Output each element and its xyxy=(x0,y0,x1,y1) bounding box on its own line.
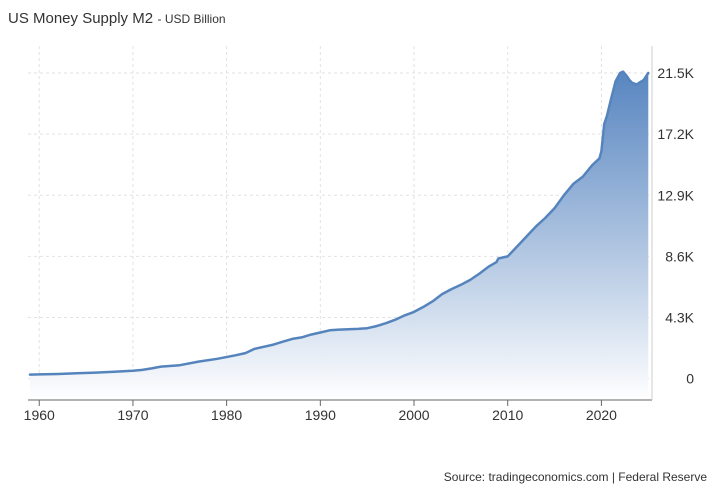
x-tick-label: 1970 xyxy=(117,407,148,423)
y-tick-label: 8.6K xyxy=(665,248,694,264)
axes xyxy=(28,46,653,406)
chart-title: US Money Supply M2 - USD Billion xyxy=(8,10,226,28)
series-line-group xyxy=(28,70,650,376)
series-area-fill xyxy=(29,71,649,400)
y-tick-label: 0 xyxy=(686,371,694,387)
x-tick-label: 1990 xyxy=(305,407,336,423)
y-tick-label: 17.2K xyxy=(657,126,694,142)
series-line xyxy=(28,70,650,376)
x-tick-label: 2010 xyxy=(492,407,523,423)
x-tick-label: 1960 xyxy=(24,407,55,423)
tick-labels: 0 4.3K 8.6K 12.9K 17.2K 21.5K 1960 1970 1980 1990… xyxy=(24,65,695,423)
x-tick-label: 2000 xyxy=(398,407,429,423)
series-area xyxy=(29,71,649,400)
chart-unit-label: - USD Billion xyxy=(157,12,226,26)
x-tick-label: 2020 xyxy=(586,407,617,423)
y-tick-label: 12.9K xyxy=(657,187,694,203)
y-tick-label: 21.5K xyxy=(657,65,694,81)
x-tick-label: 1980 xyxy=(211,407,242,423)
chart-title-text: US Money Supply M2 xyxy=(8,10,154,27)
source-attribution: Source: tradingeconomics.com | Federal R… xyxy=(443,470,707,484)
y-tick-label: 4.3K xyxy=(665,310,694,326)
